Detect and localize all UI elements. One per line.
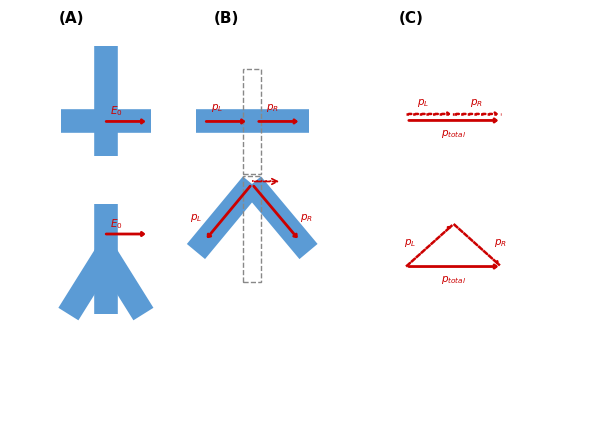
Text: $p_L$: $p_L$: [190, 212, 202, 224]
Text: (A): (A): [59, 12, 84, 27]
Text: $p_L$: $p_L$: [211, 102, 223, 114]
Text: $p_R$: $p_R$: [266, 102, 279, 114]
Text: $E_0$: $E_0$: [110, 104, 123, 118]
Text: $p_{total}$: $p_{total}$: [441, 128, 466, 140]
Text: (B): (B): [214, 12, 239, 27]
Bar: [243, 69, 261, 174]
Text: $p_L$: $p_L$: [404, 237, 416, 249]
Bar: [243, 176, 261, 282]
Text: $p_R$: $p_R$: [494, 237, 507, 249]
Text: (C): (C): [398, 12, 423, 27]
Text: $p_R$: $p_R$: [469, 97, 482, 109]
Text: $E_0$: $E_0$: [110, 217, 123, 231]
Text: $p_R$: $p_R$: [300, 212, 313, 224]
Text: $p_L$: $p_L$: [417, 97, 430, 109]
Text: $p_{total}$: $p_{total}$: [441, 274, 466, 286]
